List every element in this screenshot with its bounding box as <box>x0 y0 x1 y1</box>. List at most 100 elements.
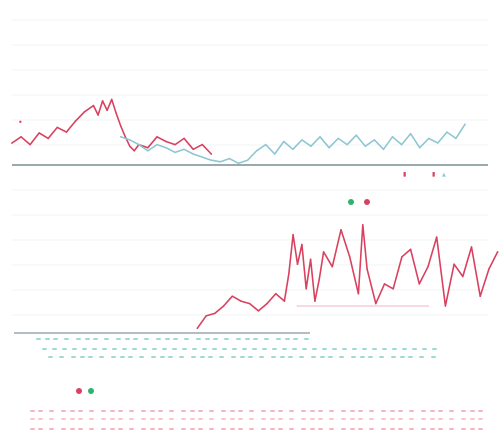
teal-row-segment <box>391 356 396 358</box>
chart1-series-1-point <box>119 125 122 127</box>
red-row-segment <box>369 418 374 420</box>
teal-row-segment <box>408 356 413 358</box>
teal-row-segment <box>184 338 189 340</box>
chart2-series-1-point <box>305 288 308 290</box>
teal-row-segment <box>259 356 264 358</box>
red-row-segment <box>289 428 294 430</box>
red-row-segment <box>329 410 334 412</box>
teal-row-segment <box>213 338 218 340</box>
chart2-series-1-point <box>296 263 299 266</box>
red-row-segment <box>221 418 226 420</box>
red-row-segment <box>129 428 134 430</box>
status-mark-2: ▮ <box>432 171 435 178</box>
teal-row-segment <box>299 356 304 358</box>
teal-row-segment <box>392 348 397 350</box>
teal-row-segment <box>382 348 387 350</box>
teal-row-segment <box>202 348 207 350</box>
red-row-segment <box>449 410 454 412</box>
red-row-segment <box>278 428 283 430</box>
teal-row-segment <box>76 338 81 340</box>
red-row-segment <box>438 428 443 430</box>
teal-row-segment <box>312 348 317 350</box>
teal-row-segment <box>88 356 93 358</box>
red-row-segment <box>478 428 483 430</box>
red-row-segment <box>230 428 235 430</box>
teal-row-segment <box>200 356 205 358</box>
red-row-segment <box>449 428 454 430</box>
red-row-segment <box>289 418 294 420</box>
chart2-series-1-point <box>362 224 364 226</box>
chart1-series-2-point <box>228 157 231 160</box>
teal-row-segment <box>196 338 201 340</box>
teal-row-segment <box>42 348 47 350</box>
chart2-series-1-point <box>409 248 412 251</box>
red-row-segment <box>158 418 163 420</box>
red-row-segment <box>301 410 306 412</box>
chart1-series-1-point <box>101 100 104 102</box>
red-row-segment <box>301 428 306 430</box>
chart2-series-1-point <box>222 305 225 307</box>
teal-row-segment <box>165 338 170 340</box>
red-row-segment <box>261 418 266 420</box>
teal-row-segment <box>191 356 196 358</box>
teal-row-segment <box>160 356 165 358</box>
chart1-series-1-point <box>165 140 167 143</box>
chart2-series-1-point <box>427 265 429 268</box>
teal-row-segment <box>162 348 167 350</box>
chart1-series-2-point <box>119 136 122 138</box>
bottom-legend-dot-red <box>76 388 82 394</box>
teal-row-segment <box>168 356 173 358</box>
chart1-series-2-point <box>319 136 321 138</box>
teal-row-segment <box>431 356 436 358</box>
chart2-series-1-point <box>435 236 438 238</box>
chart1-series-2-point <box>156 143 158 146</box>
teal-row-segment <box>156 338 161 340</box>
red-row-segment <box>398 418 403 420</box>
grid-layer <box>12 19 488 316</box>
red-row-segment <box>409 410 414 412</box>
chart2-series-1-point <box>453 263 455 266</box>
top-panel: • ▮ ▮ ▲ <box>12 118 488 178</box>
red-row-segment <box>369 428 374 430</box>
chart2-series-1-point <box>283 300 286 302</box>
teal-row-segment <box>272 348 277 350</box>
chart2-series-1-point <box>348 255 351 258</box>
chart2-series-1-point <box>309 258 312 261</box>
red-row-segment <box>169 428 174 430</box>
chart1-series-2-point <box>464 123 466 126</box>
chart1-series-2-point <box>428 137 430 140</box>
red-row-segment <box>110 410 115 412</box>
chart1-series-2-point <box>382 148 385 151</box>
red-row-segment <box>78 418 83 420</box>
status-mark-3: ▲ <box>442 172 446 178</box>
teal-row-segment <box>292 348 297 350</box>
teal-row-segment <box>302 348 307 350</box>
teal-row-segment <box>182 348 187 350</box>
teal-row-segment <box>432 348 437 350</box>
red-row-segment <box>190 428 195 430</box>
chart2-series-1-point <box>301 243 303 246</box>
red-row-segment <box>249 410 254 412</box>
red-row-segment <box>230 418 235 420</box>
red-row-segment <box>209 428 214 430</box>
red-row-segment <box>381 418 386 420</box>
red-row-segment <box>181 410 186 412</box>
red-row-segment <box>449 418 454 420</box>
red-row-segment <box>181 418 186 420</box>
teal-row-segment <box>219 356 224 358</box>
chart2-series-1-point <box>488 268 490 270</box>
teal-row-segment <box>231 356 236 358</box>
teal-row-segment <box>320 356 325 358</box>
red-row-segment <box>270 410 275 412</box>
chart1-series-1-point <box>56 126 59 129</box>
red-row-segment <box>141 410 146 412</box>
teal-row-segment <box>422 348 427 350</box>
red-row-segment <box>141 418 146 420</box>
chart2-series-1-point <box>275 292 277 295</box>
red-row-segment <box>278 418 283 420</box>
red-row-segment <box>49 418 54 420</box>
chart1-series-1-point <box>65 131 68 133</box>
red-row-segment <box>70 410 75 412</box>
chart1-series-1-line <box>11 98 213 155</box>
chart1-series-2-point <box>147 150 149 152</box>
